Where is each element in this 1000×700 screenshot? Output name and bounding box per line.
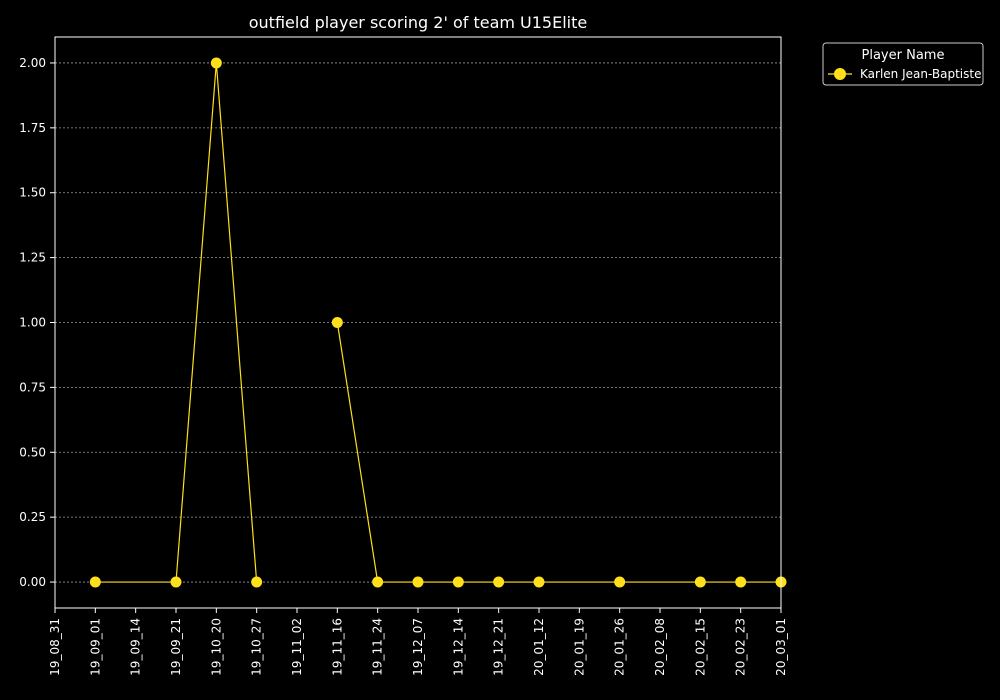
data-point xyxy=(493,576,505,588)
data-point xyxy=(452,576,464,588)
x-tick-label: 20_02_08 xyxy=(653,618,667,676)
x-tick-label: 19_11_16 xyxy=(330,618,344,676)
y-tick-label: 1.75 xyxy=(19,121,46,135)
x-tick-label: 19_09_01 xyxy=(88,618,102,676)
x-tick-label: 19_10_27 xyxy=(250,618,264,676)
legend-title: Player Name xyxy=(862,48,945,63)
data-point xyxy=(412,576,424,588)
x-tick-label: 19_10_20 xyxy=(209,618,223,676)
x-tick-label: 19_08_31 xyxy=(48,618,62,676)
data-point xyxy=(694,576,706,588)
data-point xyxy=(735,576,747,588)
x-tick-label: 19_09_14 xyxy=(129,618,143,676)
legend-marker-swatch xyxy=(834,68,846,80)
data-point xyxy=(210,57,222,69)
y-axis: 0.00 0.25 0.50 0.75 1.00 1.25 1.50 1.75 2.00 xyxy=(19,56,55,589)
x-tick-label: 20_01_12 xyxy=(532,618,546,676)
chart-title: outfield player scoring 2' of team U15El… xyxy=(249,13,587,32)
y-tick-label: 0.25 xyxy=(19,510,46,524)
x-tick-label: 20_02_15 xyxy=(693,618,707,676)
x-tick-label: 19_11_24 xyxy=(371,618,385,676)
grid-lines xyxy=(55,62,781,583)
y-tick-label: 0.50 xyxy=(19,445,46,459)
x-tick-label: 19_11_02 xyxy=(290,618,304,676)
y-tick-label: 0.00 xyxy=(19,575,46,589)
legend-box xyxy=(822,42,984,86)
data-point xyxy=(614,576,626,588)
x-tick-label: 20_03_01 xyxy=(774,618,788,676)
y-tick-label: 0.75 xyxy=(19,380,46,394)
legend: Player Name Karlen Jean-Baptiste xyxy=(822,42,984,86)
x-tick-label: 19_09_21 xyxy=(169,618,183,676)
data-point xyxy=(170,576,182,588)
x-tick-label: 20_01_19 xyxy=(572,618,586,676)
y-tick-label: 1.00 xyxy=(19,316,46,330)
y-tick-label: 2.00 xyxy=(19,56,46,70)
data-point xyxy=(372,576,384,588)
series-line xyxy=(95,62,258,583)
data-point xyxy=(251,576,263,588)
y-tick-label: 1.25 xyxy=(19,251,46,265)
legend-entry-label: Karlen Jean-Baptiste xyxy=(860,67,981,81)
x-tick-label: 19_12_07 xyxy=(411,618,425,676)
data-point xyxy=(331,317,343,328)
x-tick-label: 19_12_21 xyxy=(492,618,506,676)
series-line xyxy=(336,322,781,583)
y-tick-label: 1.50 xyxy=(19,186,46,200)
x-tick-label: 20_02_23 xyxy=(734,618,748,676)
x-tick-label: 19_12_14 xyxy=(451,618,465,676)
x-axis: 19_08_31 19_09_01 19_09_14 19_09_21 19_10_20… xyxy=(48,608,788,676)
data-point xyxy=(89,576,101,588)
x-tick-label: 20_01_26 xyxy=(613,618,627,676)
data-point xyxy=(533,576,545,588)
series-group xyxy=(89,57,787,588)
